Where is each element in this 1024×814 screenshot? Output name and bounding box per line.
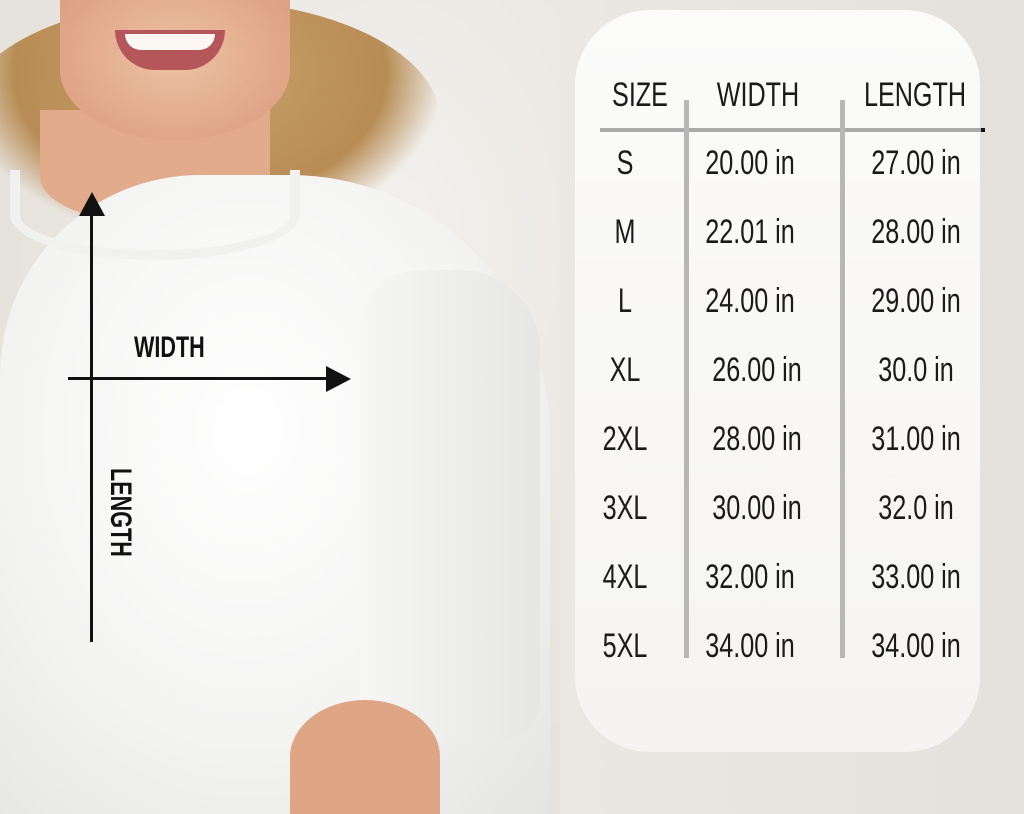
header-divider [600,128,981,132]
sweatshirt-collar [10,170,300,260]
length-cell: 27.00 in [871,144,961,182]
sweatshirt-sleeve [360,270,540,740]
arrow-up-icon [79,192,105,216]
size-cell: L [617,282,633,320]
size-cell: 2XL [602,420,648,458]
column-header: WIDTH [716,76,800,114]
column-header: SIZE [612,76,668,114]
width-cell: 20.00 in [705,144,795,182]
length-arrow [90,205,93,642]
length-cell: 28.00 in [871,213,961,251]
column-divider [684,100,689,658]
size-cell: XL [609,351,641,389]
length-cell: 33.00 in [871,558,961,596]
size-cell: 3XL [602,489,648,527]
width-cell: 30.00 in [712,489,802,527]
size-cell: 4XL [602,558,648,596]
width-cell: 32.00 in [705,558,795,596]
length-cell: 29.00 in [871,282,961,320]
size-cell: M [614,213,636,251]
arrow-right-icon [326,366,351,392]
column-divider [840,100,845,658]
model-photo [0,0,560,814]
length-cell: 32.0 in [878,489,954,527]
width-cell: 24.00 in [705,282,795,320]
teeth [125,34,215,50]
width-label: WIDTH [134,331,205,364]
width-cell: 28.00 in [712,420,802,458]
width-cell: 22.01 in [705,213,795,251]
length-label: LENGTH [104,468,137,557]
width-arrow [68,377,333,380]
length-cell: 34.00 in [871,627,961,665]
size-chart-panel [575,10,980,752]
divider-end [981,128,985,132]
column-header: LENGTH [863,76,967,114]
size-cell: 5XL [602,627,648,665]
face [60,0,290,140]
length-cell: 30.0 in [878,351,954,389]
hand [290,700,440,814]
length-cell: 31.00 in [871,420,961,458]
width-cell: 26.00 in [712,351,802,389]
size-cell: S [616,144,634,182]
width-cell: 34.00 in [705,627,795,665]
